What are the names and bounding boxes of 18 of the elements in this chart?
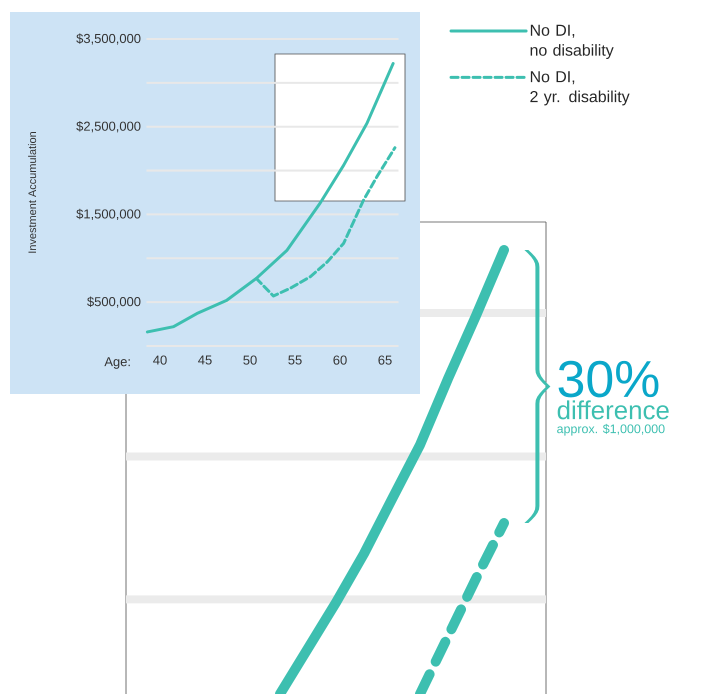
x-tick-label: 55 [288,356,302,365]
text: approx. $1,000,000 [557,424,665,436]
x-tick-label: 60 [333,356,347,365]
legend-label: No DI, 2 yr. disability [530,71,630,106]
y-tick-label: $3,500,000 [76,33,140,45]
x-tick-label: 50 [243,356,257,365]
x-tick-label: 45 [198,356,212,365]
text: difference [558,400,669,420]
text: 30% [558,360,658,398]
x-tick-label: 40 [153,356,167,365]
y-tick-label: $2,500,000 [76,121,140,132]
y-tick-label: $500,000 [87,296,140,308]
x-tick-label: 65 [378,356,392,365]
line-series [146,62,395,334]
y-tick-label: $1,500,000 [76,208,140,220]
y-axis-title: Investment Accumulation [28,132,36,253]
x-axis-title: Age: [104,357,130,369]
legend-label: No DI, no disability [530,24,614,59]
